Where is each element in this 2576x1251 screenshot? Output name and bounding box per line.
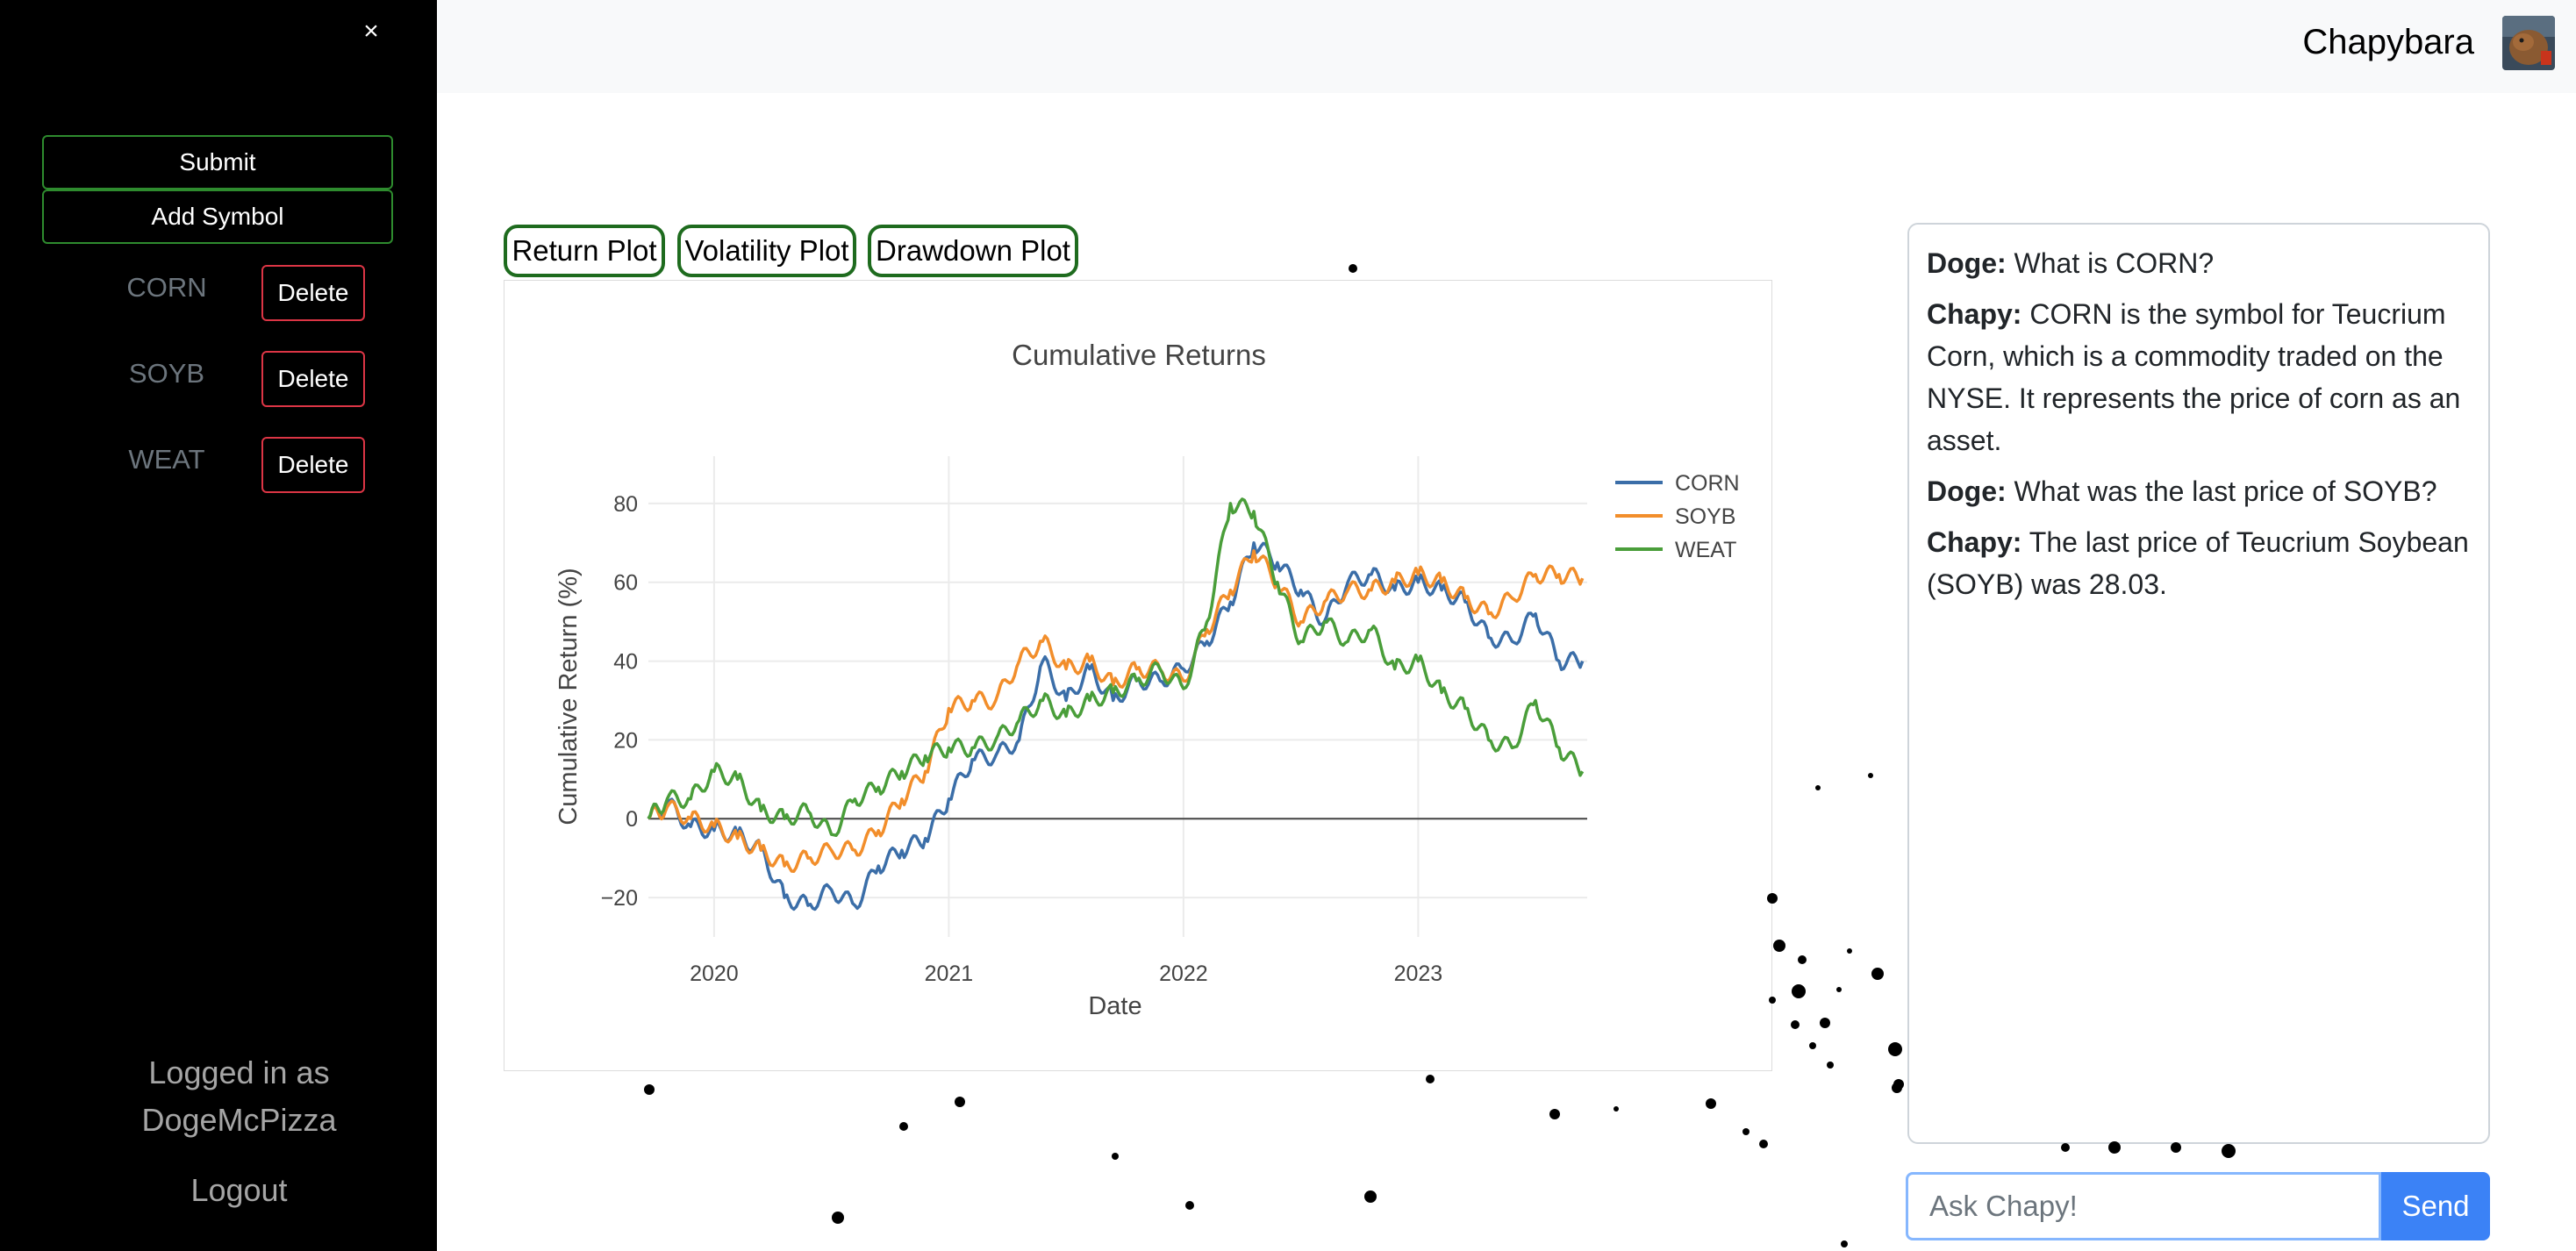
background-dot	[1893, 1079, 1904, 1090]
legend-label: WEAT	[1675, 538, 1736, 562]
background-dot	[1759, 1140, 1768, 1148]
chat-message: Chapy: CORN is the symbol for Teucrium C…	[1927, 293, 2471, 461]
chat-message: Doge: What was the last price of SOYB?	[1927, 470, 2471, 512]
background-dot	[2061, 1143, 2070, 1152]
series-line-soyb	[647, 549, 1585, 874]
legend-label: CORN	[1675, 471, 1740, 496]
add-symbol-button[interactable]: Add Symbol	[42, 189, 393, 244]
brand-name: Chapybara	[2302, 23, 2474, 61]
background-dot	[1847, 948, 1852, 954]
capybara-avatar-icon[interactable]	[2502, 16, 2555, 70]
message-sender: Chapy:	[1927, 298, 2022, 330]
top-header: Chapybara	[437, 0, 2576, 93]
chat-input[interactable]	[1906, 1172, 2381, 1240]
series-line-corn	[647, 541, 1585, 911]
delete-weat-button[interactable]: Delete	[261, 437, 365, 493]
background-dot	[2171, 1142, 2181, 1153]
sidebar: × Submit Add Symbol CORN Delete SOYB Del…	[0, 0, 437, 1251]
background-dot	[1364, 1190, 1377, 1203]
x-tick-label: 2020	[690, 961, 739, 986]
background-dot	[1809, 1042, 1816, 1049]
cumulative-returns-chart[interactable]: Cumulative Returns −20 0 20 40 60 80 2020 2021 20…	[504, 281, 1773, 1072]
symbol-row-soyb: SOYB Delete	[88, 351, 412, 409]
background-dot	[1706, 1098, 1716, 1109]
message-sender: Doge:	[1927, 475, 2007, 507]
x-axis-label: Date	[1088, 992, 1141, 1020]
y-axis-label: Cumulative Return (%)	[555, 568, 583, 825]
logged-in-status: Logged in as DogeMcPizza	[0, 1049, 478, 1144]
background-dot	[1871, 968, 1884, 980]
logged-in-label: Logged in as	[148, 1054, 330, 1090]
background-dot	[2108, 1141, 2121, 1154]
background-dot	[832, 1212, 844, 1224]
submit-button[interactable]: Submit	[42, 135, 393, 189]
symbol-label: WEAT	[128, 444, 205, 475]
close-sidebar-button[interactable]: ×	[363, 17, 379, 46]
message-text: CORN is the symbol for Teucrium Corn, wh…	[1927, 298, 2461, 456]
background-dot	[1841, 1240, 1848, 1247]
message-text: What was the last price of SOYB?	[2014, 475, 2437, 507]
background-dot	[1185, 1201, 1194, 1210]
background-dot	[1791, 1020, 1800, 1029]
y-tick-label: 60	[613, 571, 638, 596]
symbol-label: CORN	[126, 272, 207, 303]
logged-in-username: DogeMcPizza	[141, 1102, 337, 1138]
x-tick-label: 2023	[1394, 961, 1443, 986]
background-dot	[1112, 1153, 1119, 1160]
symbol-label: SOYB	[128, 358, 205, 389]
y-tick-label: 20	[613, 728, 638, 753]
background-dot	[1769, 997, 1776, 1004]
background-dot	[1742, 1128, 1750, 1135]
legend-label: SOYB	[1675, 504, 1735, 529]
series-line-weat	[647, 497, 1585, 838]
background-dot	[1815, 785, 1821, 790]
symbol-row-corn: CORN Delete	[88, 265, 412, 323]
tab-volatility-plot[interactable]: Volatility Plot	[677, 225, 856, 277]
background-dot	[644, 1084, 655, 1095]
chat-message: Chapy: The last price of Teucrium Soybea…	[1927, 521, 2471, 605]
chart-container: Cumulative Returns −20 0 20 40 60 80 2020 2021 20…	[504, 280, 1772, 1071]
y-tick-label: −20	[601, 886, 638, 911]
chat-message: Doge: What is CORN?	[1927, 242, 2471, 284]
chart-title: Cumulative Returns	[1012, 339, 1266, 371]
x-tick-label: 2022	[1159, 961, 1208, 986]
message-sender: Chapy:	[1927, 526, 2022, 558]
background-dot	[1827, 1062, 1834, 1069]
y-tick-label: 80	[613, 492, 638, 517]
x-tick-label: 2021	[925, 961, 974, 986]
background-dot	[1798, 955, 1807, 964]
logout-link[interactable]: Logout	[190, 1172, 288, 1208]
tab-drawdown-plot[interactable]: Drawdown Plot	[868, 225, 1078, 277]
background-dot	[1773, 940, 1785, 952]
message-text: The last price of Teucrium Soybean (SOYB…	[1927, 526, 2469, 600]
message-sender: Doge:	[1927, 247, 2007, 279]
background-dot	[1426, 1075, 1435, 1083]
delete-corn-button[interactable]: Delete	[261, 265, 365, 321]
tab-return-plot[interactable]: Return Plot	[504, 225, 665, 277]
background-dot	[955, 1097, 965, 1107]
y-tick-label: 40	[613, 650, 638, 675]
background-dot	[1836, 987, 1842, 992]
background-dot	[1549, 1109, 1560, 1119]
symbol-row-weat: WEAT Delete	[88, 437, 412, 495]
background-dot	[899, 1122, 908, 1131]
background-dot	[1614, 1106, 1619, 1112]
message-text: What is CORN?	[2014, 247, 2215, 279]
delete-soyb-button[interactable]: Delete	[261, 351, 365, 407]
background-dot	[1767, 893, 1778, 904]
background-dot	[2222, 1144, 2236, 1158]
background-dot	[1820, 1018, 1830, 1028]
y-tick-label: 0	[626, 807, 638, 832]
chat-history: Doge: What is CORN? Chapy: CORN is the s…	[1907, 223, 2490, 1144]
background-dot	[1888, 1042, 1902, 1056]
background-dot	[1792, 984, 1806, 998]
send-button[interactable]: Send	[2381, 1172, 2490, 1240]
background-dot	[1349, 264, 1357, 273]
background-dot	[1868, 773, 1873, 778]
